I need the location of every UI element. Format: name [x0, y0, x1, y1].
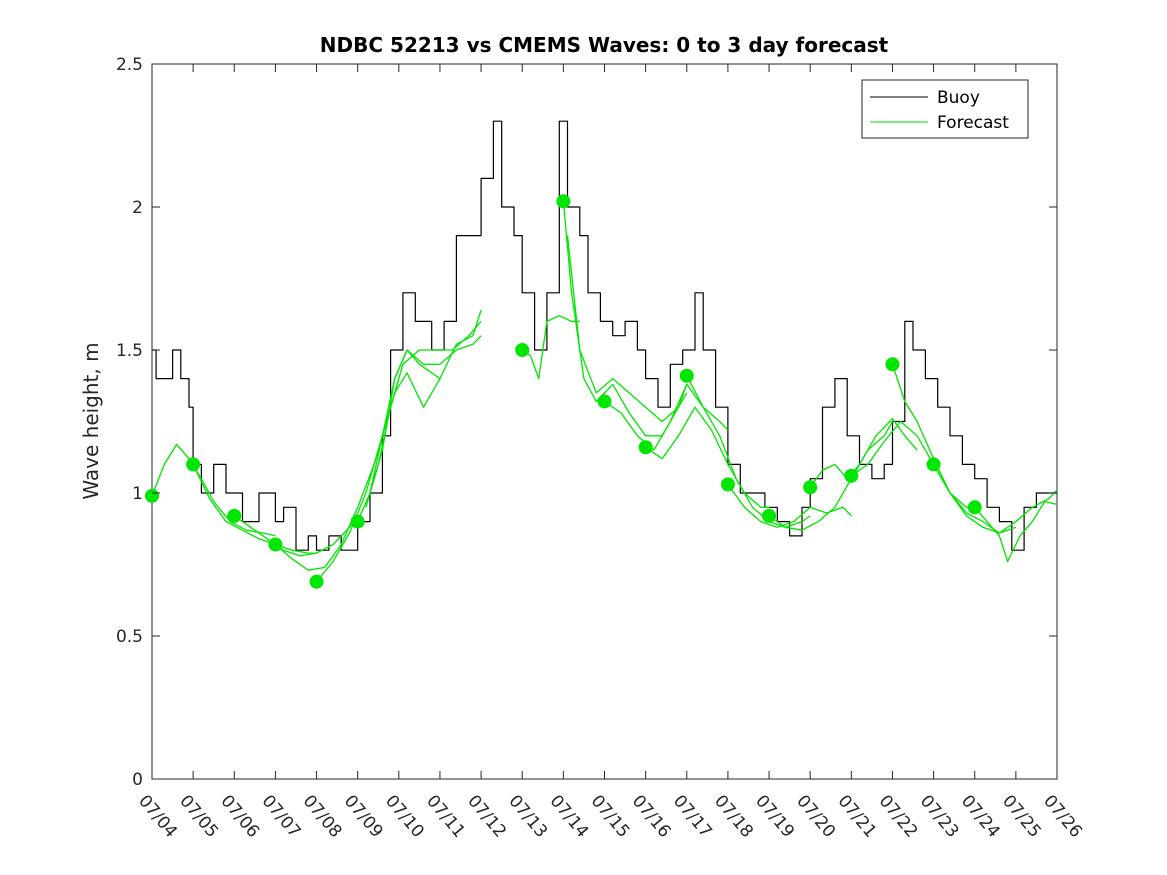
forecast-series-line: [768, 421, 894, 531]
forecast-series-line: [566, 235, 688, 423]
buoy-series-line: [152, 120, 1057, 551]
forecast-start-marker: [145, 488, 159, 503]
forecast-series-line: [151, 443, 276, 537]
forecast-start-marker: [720, 477, 735, 492]
forecast-series-line: [686, 375, 811, 528]
axes-box: [151, 63, 1058, 780]
forecast-series-line: [809, 417, 918, 488]
forecast-start-marker: [762, 508, 777, 523]
y-axis-ticks: 0 0.5 1 1.5 2 2.5: [116, 55, 1057, 790]
y-tick-label: 1.5: [116, 341, 143, 361]
forecast-series-line: [727, 484, 852, 528]
forecast-series-line: [645, 406, 769, 508]
forecast-series-line: [233, 515, 359, 557]
chart-title: NDBC 52213 vs CMEMS Waves: 0 to 3 day fo…: [320, 33, 889, 57]
legend-buoy-label: Buoy: [937, 88, 980, 108]
forecast-start-marker: [967, 500, 982, 515]
legend-box: [861, 79, 1029, 139]
y-tick-label: 2.5: [116, 55, 143, 75]
forecast-start-marker: [679, 368, 694, 383]
forecast-series-line: [933, 464, 1058, 534]
forecast-start-marker: [844, 468, 859, 483]
y-tick-label: 1: [132, 484, 143, 504]
forecast-series-line: [521, 315, 580, 380]
forecast-start-marker: [350, 514, 365, 529]
forecast-start-marker: [515, 343, 530, 357]
series-layer: [151, 120, 1058, 583]
forecast-start-marker: [597, 394, 612, 409]
forecast-start-marker: [268, 537, 283, 552]
forecast-start-marker: [186, 457, 201, 472]
forecast-start-marker: [885, 357, 900, 372]
plot-area: [145, 63, 1058, 780]
legend: Buoy Forecast: [861, 79, 1029, 139]
legend-forecast-label: Forecast: [937, 113, 1009, 133]
y-tick-label: 2: [132, 198, 143, 218]
forecast-start-marker: [556, 194, 571, 209]
y-tick-label: 0: [132, 770, 143, 790]
forecast-start-marker: [638, 440, 653, 455]
y-tick-label: 0.5: [116, 627, 143, 647]
forecast-series-line: [604, 383, 729, 451]
forecast-start-marker: [926, 457, 941, 472]
y-axis-label: Wave height, m: [79, 342, 103, 499]
forecast-start-marker: [803, 480, 818, 495]
marker-layer: [145, 194, 982, 589]
forecast-series-line: [974, 500, 1058, 563]
forecast-series-line: [369, 309, 482, 494]
forecast-start-marker: [227, 508, 242, 523]
forecast-series-line: [850, 420, 975, 508]
forecast-series-line: [192, 464, 317, 554]
forecast-start-marker: [309, 574, 324, 589]
